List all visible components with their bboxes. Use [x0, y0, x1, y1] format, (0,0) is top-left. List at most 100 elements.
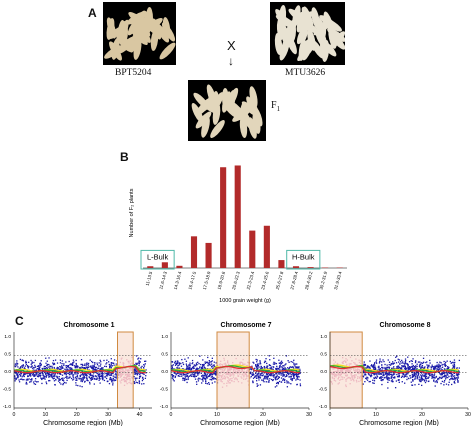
snp-point: [189, 367, 191, 369]
panel-a-letter: A: [88, 6, 97, 20]
snp-point: [22, 375, 24, 377]
snp-point: [285, 371, 287, 373]
snp-point: [61, 362, 63, 365]
snp-point: [128, 360, 130, 362]
snp-point: [267, 372, 269, 375]
snp-point: [238, 371, 240, 374]
snp-point: [380, 369, 382, 371]
snp-point: [125, 378, 128, 380]
snp-point: [414, 373, 416, 375]
snp-point: [266, 369, 268, 371]
snp-point: [279, 367, 281, 369]
snp-point: [178, 367, 180, 369]
snp-point: [262, 372, 264, 374]
snp-point: [205, 375, 208, 377]
snp-point: [427, 365, 429, 367]
snp-point: [375, 377, 378, 379]
snp-point: [63, 364, 65, 367]
snp-point: [52, 373, 54, 375]
snp-point: [14, 375, 16, 377]
y-tick-label: -1.0: [3, 404, 12, 410]
snp-point: [76, 365, 79, 368]
snp-point: [256, 361, 258, 363]
snp-point: [23, 373, 25, 375]
snp-point: [360, 360, 362, 362]
snp-point: [334, 361, 337, 363]
snp-point: [59, 381, 61, 384]
snp-point: [190, 368, 193, 371]
snp-point: [362, 376, 365, 378]
snp-point: [196, 369, 198, 371]
snp-point: [232, 362, 234, 364]
snp-point: [20, 374, 22, 376]
snp-point: [381, 364, 383, 366]
snp-point: [105, 365, 108, 368]
snp-point: [358, 377, 361, 379]
snp-point: [373, 367, 375, 369]
snp-point: [398, 372, 401, 374]
snp-point: [41, 371, 44, 373]
snp-point: [180, 365, 183, 367]
snp-point: [268, 379, 270, 382]
x-tick-label: 10: [214, 412, 220, 418]
snp-point: [438, 371, 441, 374]
snp-point: [379, 376, 382, 379]
snp-point: [357, 377, 359, 380]
snp-point: [198, 363, 200, 365]
snp-point: [65, 376, 67, 378]
snp-point: [186, 375, 189, 377]
snp-point: [66, 368, 68, 370]
snp-point: [141, 379, 144, 382]
snp-point: [204, 375, 207, 377]
snp-point: [185, 368, 187, 370]
snp-point: [449, 360, 452, 363]
snp-point: [252, 373, 254, 375]
snp-point: [220, 368, 222, 371]
snp-point: [420, 377, 422, 380]
snp-point: [404, 365, 407, 368]
snp-point: [220, 375, 223, 378]
snp-point: [452, 365, 455, 368]
snp-point: [434, 381, 436, 383]
snp-point: [351, 378, 354, 380]
snp-point: [354, 369, 356, 372]
snp-point: [339, 365, 342, 367]
snp-point: [265, 373, 268, 375]
snp-point: [391, 367, 393, 370]
snp-point: [448, 375, 450, 378]
snp-point: [62, 378, 64, 381]
snp-point: [124, 377, 126, 379]
snp-point: [453, 359, 456, 361]
snp-point: [52, 362, 54, 364]
snp-point: [220, 375, 222, 377]
snp-point: [297, 375, 299, 378]
snp-point: [144, 377, 147, 379]
snp-point: [177, 365, 179, 367]
snp-point: [124, 367, 127, 369]
snp-point: [425, 361, 427, 364]
snp-point: [417, 361, 420, 363]
chromosome-1-plot: Chromosome 1-1.0-0.50.00.51.00 10 20 30 40Ch…: [3, 322, 152, 426]
snp-point: [75, 376, 77, 378]
snp-point: [218, 376, 220, 378]
snp-point: [102, 375, 104, 377]
x-axis-label: Chromosome region (Mb): [200, 420, 280, 426]
snp-point: [337, 374, 339, 376]
snp-point: [379, 361, 381, 363]
snp-point: [369, 360, 371, 362]
snp-point: [398, 376, 400, 378]
snp-point: [404, 366, 407, 368]
snp-point: [143, 366, 145, 369]
snp-point: [458, 370, 460, 372]
snp-point: [108, 372, 110, 374]
snp-point: [276, 374, 278, 376]
snp-point: [368, 373, 370, 375]
snp-point: [250, 367, 252, 369]
snp-point: [274, 362, 276, 364]
snp-point: [231, 377, 233, 380]
snp-point: [201, 363, 204, 366]
snp-point: [444, 378, 447, 380]
snp-point: [375, 359, 378, 361]
snp-point: [451, 383, 453, 386]
snp-point: [412, 375, 415, 377]
